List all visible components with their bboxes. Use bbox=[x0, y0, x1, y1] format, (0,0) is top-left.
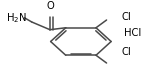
Text: Cl: Cl bbox=[122, 12, 131, 22]
Text: H$_2$N: H$_2$N bbox=[6, 11, 27, 25]
Text: O: O bbox=[46, 1, 54, 11]
Text: HCl: HCl bbox=[125, 28, 142, 38]
Text: Cl: Cl bbox=[122, 47, 131, 57]
